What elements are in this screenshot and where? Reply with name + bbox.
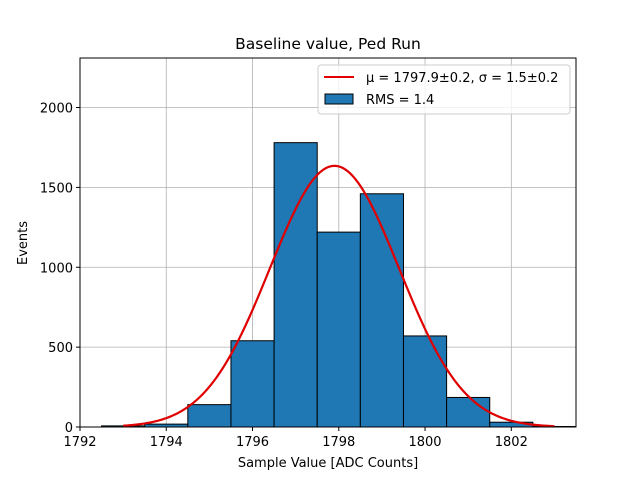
- x-axis-ticks: 1792 1794 1796 1798 1800 1802: [63, 427, 528, 450]
- x-tick-label: 1796: [236, 435, 269, 450]
- y-axis-label: Events: [16, 221, 31, 265]
- x-tick-label: 1802: [495, 435, 528, 450]
- plot-frame: [79, 57, 577, 428]
- x-tick-label: 1794: [150, 435, 183, 450]
- histogram-bar: [402, 335, 448, 428]
- y-tick-label: 1500: [40, 181, 73, 196]
- y-tick-label: 0: [65, 421, 73, 436]
- histogram-bar: [359, 193, 404, 428]
- histogram-bar: [273, 142, 318, 428]
- legend-bar-swatch: [324, 93, 354, 105]
- legend-fit-label: μ = 1797.9±0.2, σ = 1.5±0.2: [366, 71, 558, 86]
- chart-title: Baseline value, Ped Run: [235, 35, 421, 53]
- histogram-bars: [101, 142, 577, 428]
- y-tick-label: 2000: [40, 102, 73, 117]
- legend-rms-label: RMS = 1.4: [366, 93, 434, 108]
- gaussian-fit: [123, 164, 555, 428]
- legend-box: [317, 64, 571, 115]
- legend: μ = 1797.9±0.2, σ = 1.5±0.2 RMS = 1.4: [317, 64, 571, 115]
- histogram-bar: [316, 231, 361, 428]
- histogram-bar: [446, 396, 491, 428]
- y-tick-label: 500: [48, 341, 73, 356]
- histogram-bar: [230, 340, 275, 428]
- x-axis-label: Sample Value [ADC Counts]: [238, 456, 418, 471]
- x-tick-label: 1798: [322, 435, 355, 450]
- fit-curve: [123, 164, 555, 428]
- x-tick-label: 1800: [408, 435, 441, 450]
- histogram-bar: [187, 404, 232, 428]
- y-tick-label: 1000: [40, 261, 73, 276]
- x-tick-label: 1792: [63, 435, 96, 450]
- y-axis-ticks: 0 500 1000 1500 2000: [40, 102, 80, 436]
